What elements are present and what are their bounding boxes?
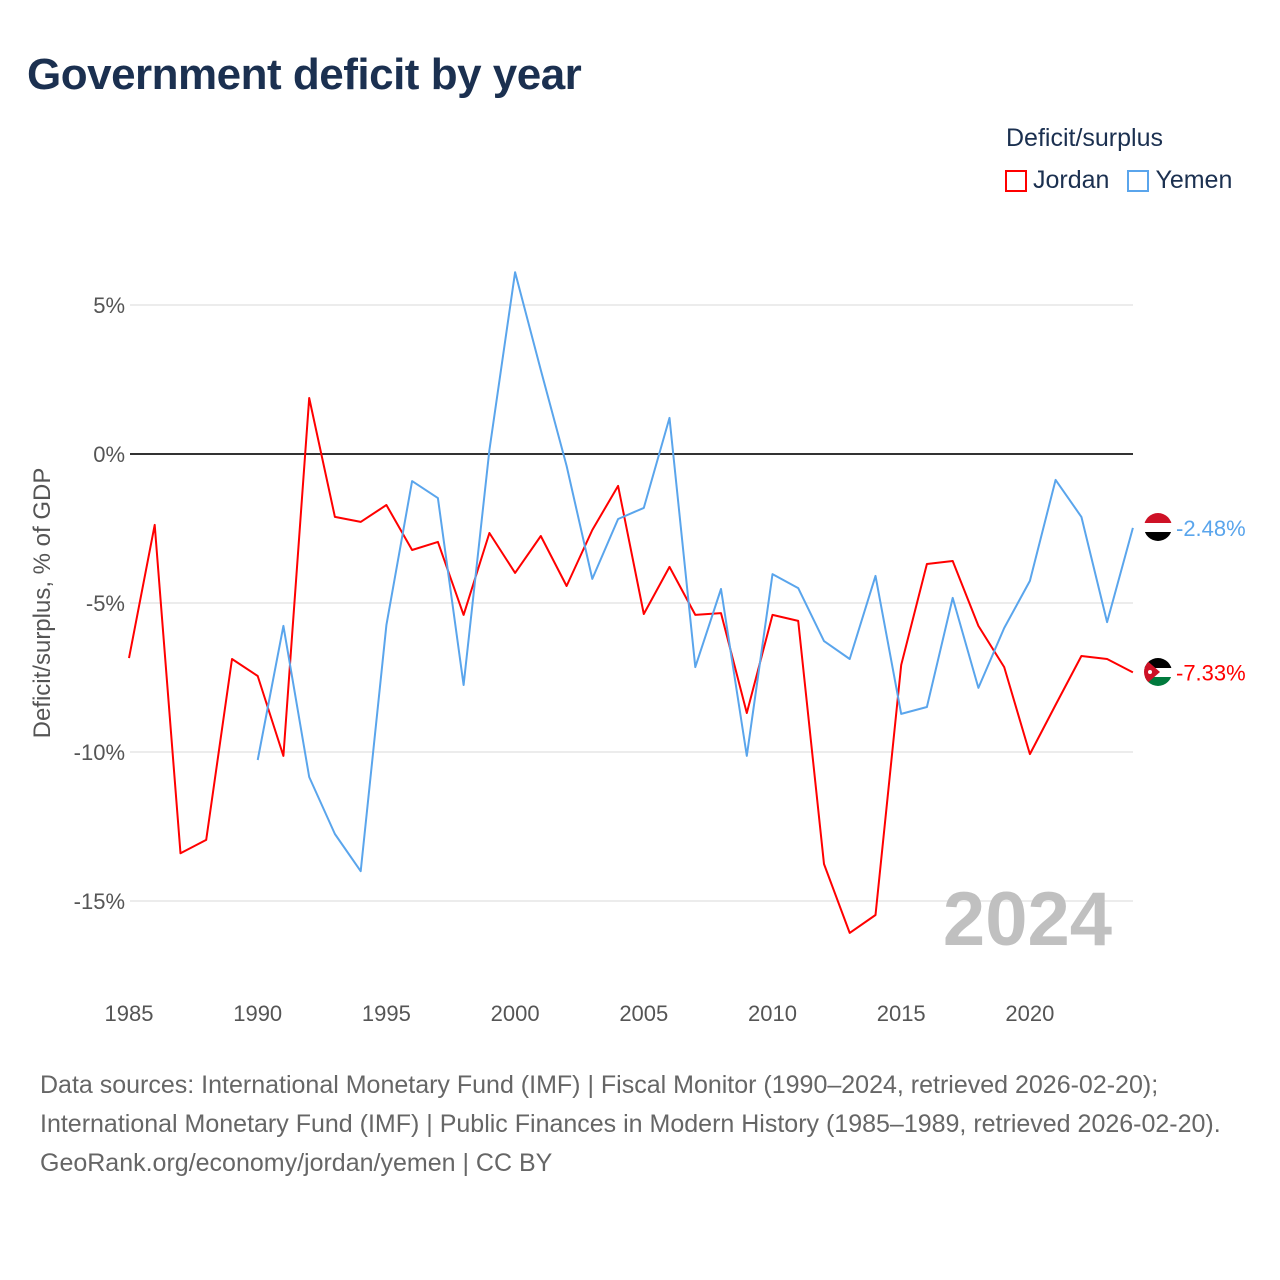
legend-item-jordan[interactable]: Jordan — [1005, 166, 1109, 195]
x-tick-label: 2005 — [619, 1001, 668, 1026]
y-tick-label: 0% — [93, 442, 125, 467]
data-sources: Data sources: International Monetary Fun… — [40, 1071, 1221, 1138]
end-label-yemen: -2.48% — [1176, 516, 1246, 541]
x-tick-label: 2010 — [748, 1001, 797, 1026]
y-tick-label: -15% — [74, 889, 125, 914]
legend-swatch-jordan — [1005, 169, 1027, 192]
x-tick-label: 1990 — [233, 1001, 282, 1026]
credit-link[interactable]: GeoRank.org/economy/jordan/yemen | CC BY — [40, 1149, 553, 1177]
yemen-flag-icon — [1144, 513, 1172, 541]
jordan-flag-icon — [1144, 658, 1172, 686]
y-tick-label: -5% — [86, 591, 125, 616]
x-tick-label: 2020 — [1005, 1001, 1054, 1026]
x-tick-label: 1995 — [362, 1001, 411, 1026]
series-line-yemen — [256, 271, 1134, 873]
legend: Jordan Yemen — [1005, 166, 1232, 195]
end-label-jordan: -7.33% — [1176, 660, 1246, 685]
legend-swatch-yemen — [1127, 169, 1150, 192]
year-watermark: 2024 — [943, 877, 1112, 962]
series-line-jordan — [128, 397, 1134, 934]
x-tick-label: 1985 — [105, 1001, 154, 1026]
legend-item-yemen[interactable]: Yemen — [1127, 166, 1232, 195]
x-tick-label: 2000 — [491, 1001, 540, 1026]
y-tick-label: 5% — [93, 293, 125, 318]
chart-title: Government deficit by year — [27, 50, 582, 99]
legend-label-yemen: Yemen — [1155, 166, 1233, 194]
legend-title: Deficit/surplus — [1006, 124, 1163, 152]
y-tick-label: -10% — [74, 740, 125, 765]
footer: Data sources: International Monetary Fun… — [40, 1066, 1240, 1183]
legend-label-jordan: Jordan — [1033, 166, 1110, 194]
x-tick-label: 2015 — [877, 1001, 926, 1026]
y-axis-label: Deficit/surplus, % of GDP — [29, 468, 56, 739]
